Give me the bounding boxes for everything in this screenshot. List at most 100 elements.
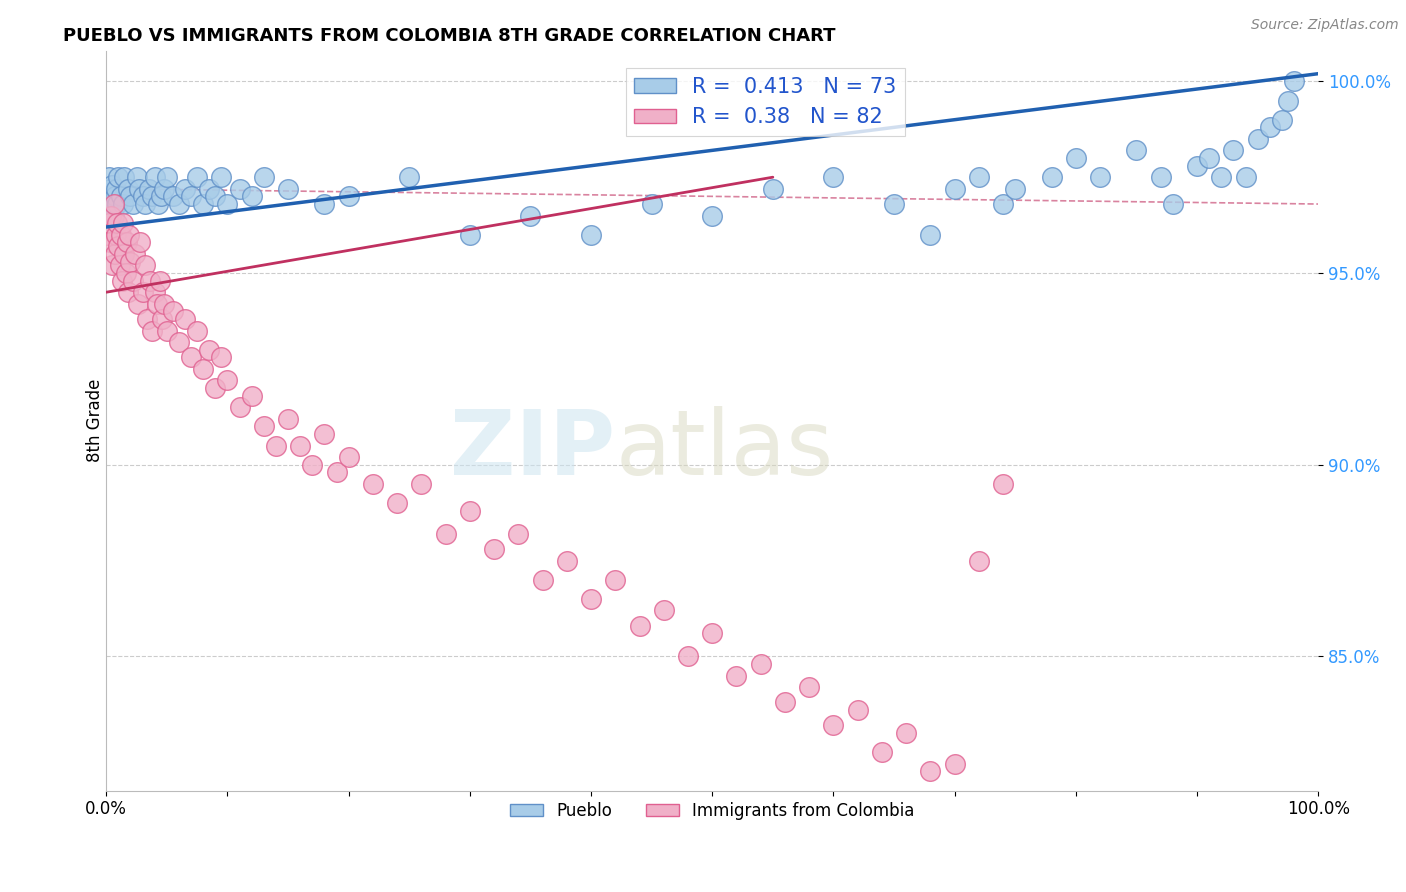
Point (883, 197, 905, 211)
Point (120, 189, 142, 203)
Point (127, 296, 149, 310)
Point (277, 182, 299, 196)
Point (124, 247, 146, 261)
Point (361, 476, 384, 491)
Point (1125, 144, 1147, 158)
Point (253, 170, 276, 185)
Point (1234, 170, 1257, 185)
Point (125, 170, 148, 185)
Point (967, 553, 990, 567)
Point (104, 247, 127, 261)
Point (180, 189, 202, 203)
Point (277, 411, 299, 425)
Point (141, 324, 163, 338)
Point (174, 312, 197, 326)
Point (111, 274, 134, 288)
Point (725, 668, 748, 682)
Point (115, 235, 138, 250)
Point (193, 197, 215, 211)
Point (1150, 170, 1173, 185)
Point (762, 182, 785, 196)
Point (101, 178, 124, 192)
Point (153, 296, 176, 310)
Point (240, 389, 263, 403)
Point (482, 542, 505, 557)
Point (991, 476, 1014, 491)
Point (114, 266, 136, 280)
Point (1222, 144, 1244, 158)
Point (112, 247, 135, 261)
Point (1271, 112, 1294, 127)
Point (434, 526, 457, 541)
Point (110, 227, 132, 242)
Point (519, 209, 541, 223)
Point (991, 197, 1014, 211)
Point (198, 182, 221, 196)
Point (920, 227, 942, 242)
Point (702, 209, 724, 223)
Point (104, 182, 127, 196)
Point (174, 182, 197, 196)
Point (104, 227, 127, 242)
Point (97, 170, 120, 185)
Point (385, 496, 408, 510)
Point (167, 334, 190, 349)
Point (149, 189, 172, 203)
Point (640, 197, 662, 211)
Point (204, 189, 226, 203)
Point (943, 756, 966, 771)
Point (96, 189, 118, 203)
Point (162, 189, 184, 203)
Point (117, 285, 139, 300)
Point (228, 401, 250, 415)
Point (1198, 151, 1220, 165)
Point (139, 274, 162, 288)
Point (555, 553, 578, 567)
Point (103, 209, 125, 223)
Point (1088, 170, 1111, 185)
Point (314, 197, 336, 211)
Point (398, 170, 420, 185)
Point (531, 573, 554, 587)
Point (773, 695, 796, 709)
Point (1277, 94, 1299, 108)
Point (628, 619, 651, 633)
Point (458, 227, 481, 242)
Text: atlas: atlas (616, 406, 834, 494)
Point (156, 170, 179, 185)
Point (122, 197, 145, 211)
Point (134, 197, 156, 211)
Point (301, 458, 323, 472)
Point (579, 227, 602, 242)
Y-axis label: 8th Grade: 8th Grade (86, 379, 104, 462)
Point (97, 216, 120, 230)
Point (110, 189, 132, 203)
Point (967, 170, 990, 185)
Point (204, 381, 226, 395)
Point (134, 259, 156, 273)
Point (1211, 170, 1233, 185)
Point (799, 680, 821, 694)
Point (702, 626, 724, 640)
Point (186, 324, 208, 338)
Point (1247, 132, 1270, 146)
Point (107, 170, 129, 185)
Point (217, 373, 239, 387)
Point (105, 197, 128, 211)
Point (823, 718, 845, 732)
Point (112, 216, 135, 230)
Text: Source: ZipAtlas.com: Source: ZipAtlas.com (1251, 18, 1399, 32)
Point (162, 304, 184, 318)
Point (896, 726, 918, 740)
Point (870, 745, 893, 759)
Point (458, 504, 481, 518)
Point (156, 324, 179, 338)
Point (141, 189, 163, 203)
Point (129, 235, 152, 250)
Point (198, 343, 221, 357)
Point (117, 182, 139, 196)
Point (136, 312, 159, 326)
Point (1282, 74, 1305, 88)
Point (100, 209, 122, 223)
Point (153, 182, 176, 196)
